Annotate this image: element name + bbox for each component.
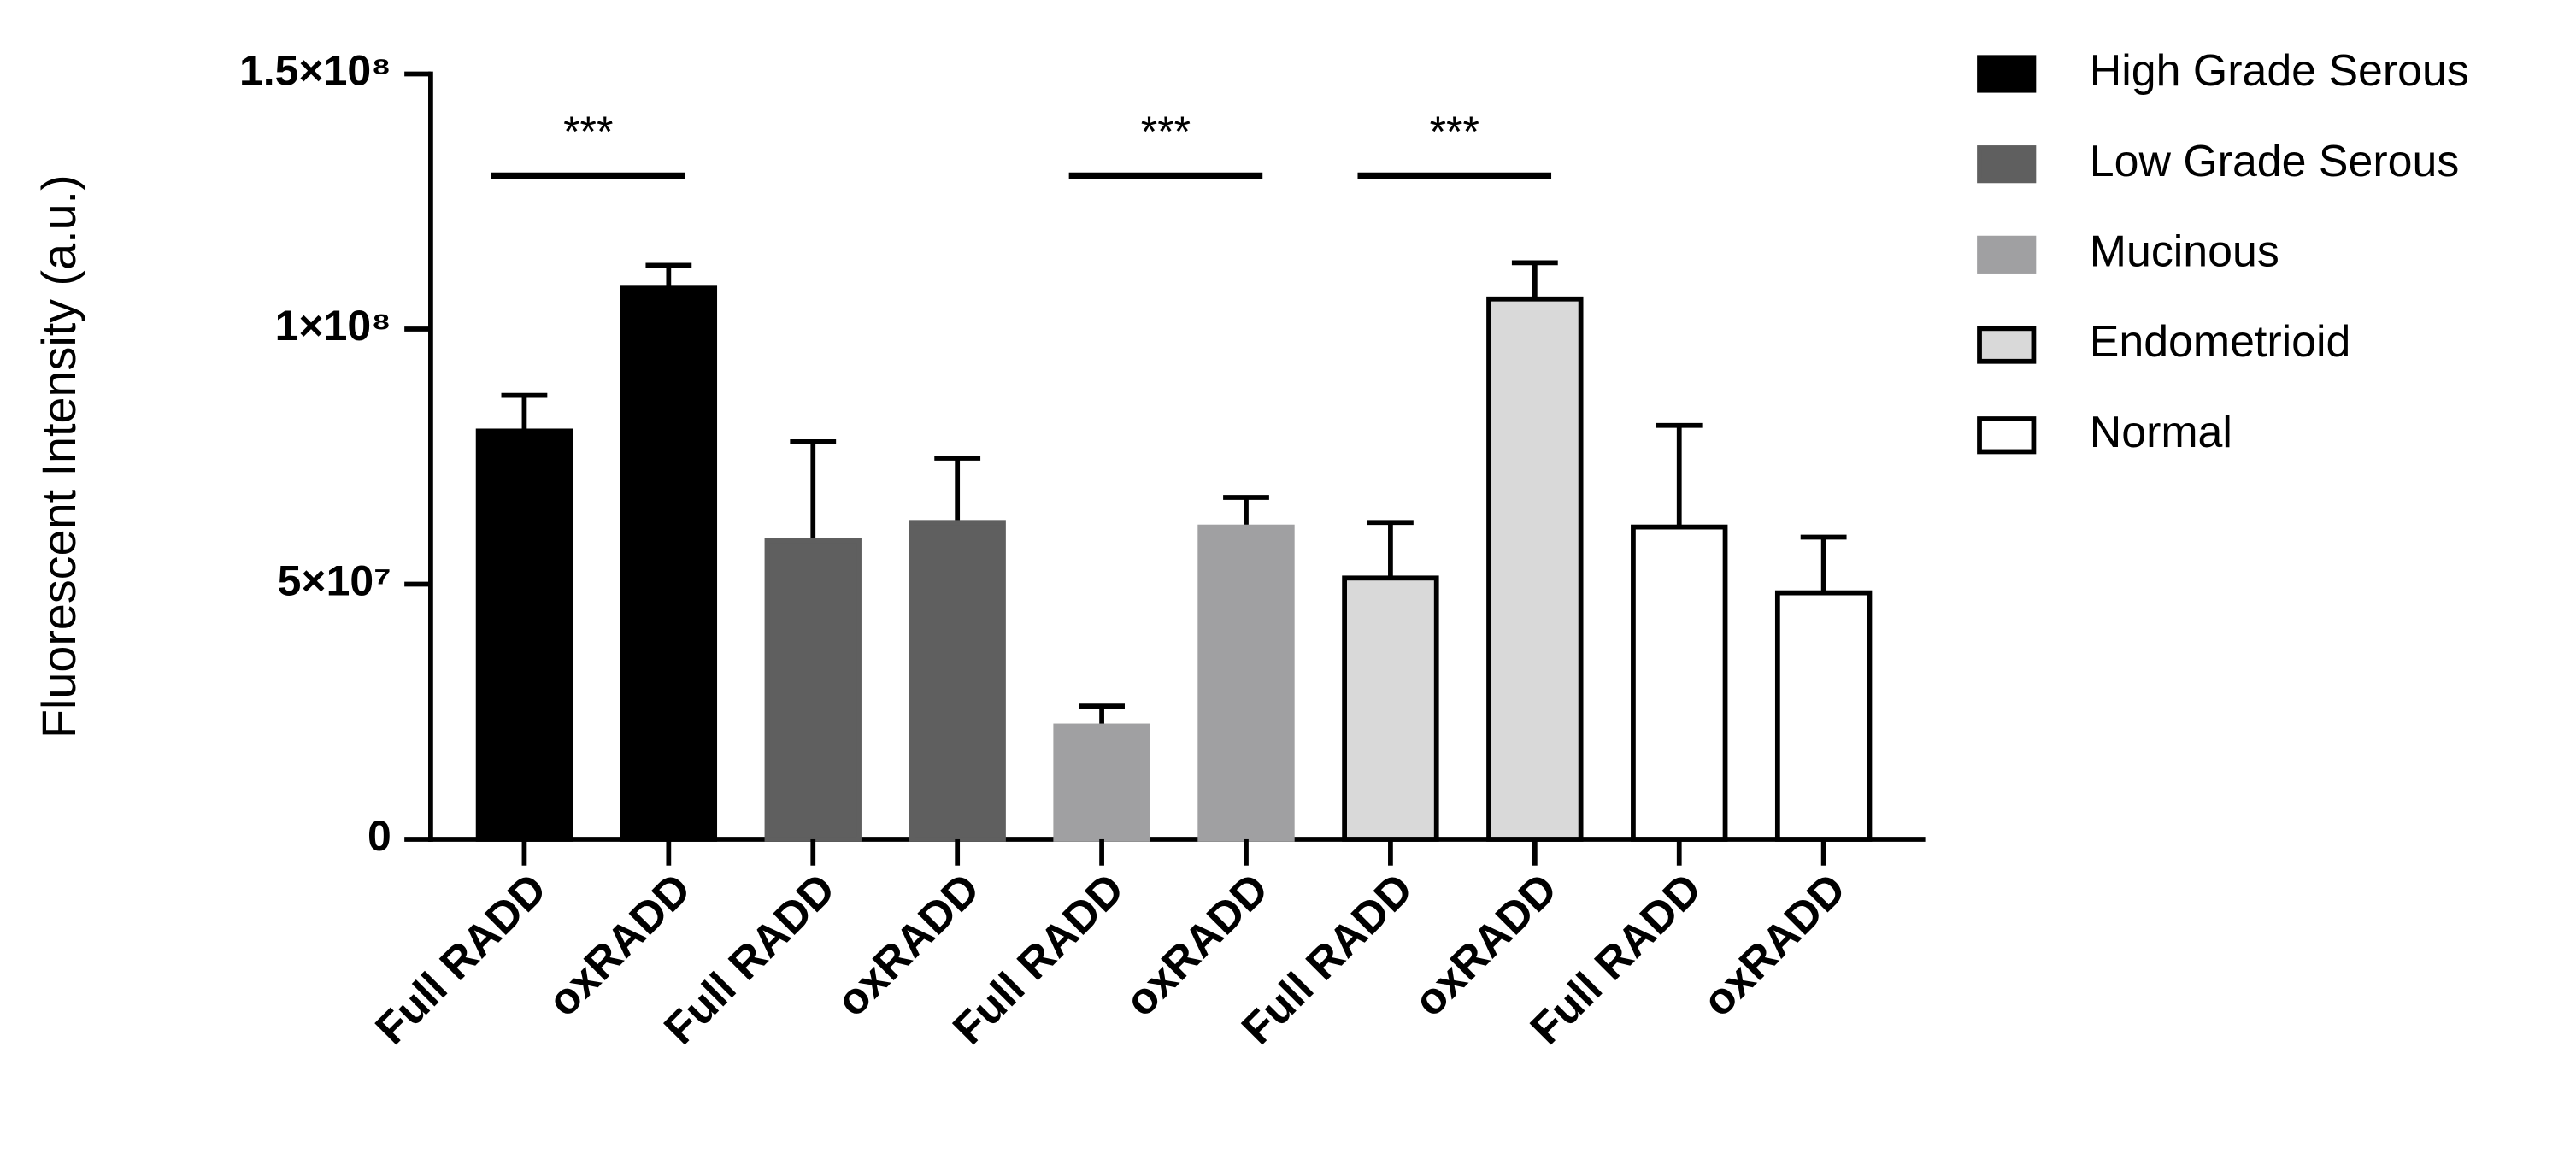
bar: [475, 428, 573, 842]
legend-label: Normal: [2090, 407, 2232, 456]
x-tick-label: Full RADD: [366, 863, 556, 1053]
bar: [620, 285, 718, 842]
significance-label: ***: [563, 108, 613, 156]
y-tick-label: 1.5×10⁸: [239, 47, 391, 95]
y-tick-label: 5×10⁷: [278, 557, 391, 605]
bar: [909, 520, 1006, 842]
bar: [1342, 575, 1439, 842]
bar: [1631, 524, 1728, 842]
legend-label: Mucinous: [2090, 226, 2279, 276]
legend-swatch: [1977, 416, 2037, 455]
legend-label: Endometrioid: [2090, 316, 2351, 366]
y-tick-label: 1×10⁸: [275, 302, 391, 350]
y-tick-label: 0: [368, 812, 391, 860]
x-tick-label: oxRADD: [1693, 863, 1856, 1026]
significance-label: ***: [1141, 108, 1191, 156]
significance-label: ***: [1430, 108, 1479, 156]
legend-swatch: [1977, 55, 2037, 93]
legend-swatch: [1977, 145, 2037, 184]
bar: [1486, 296, 1584, 842]
legend-label: Low Grade Serous: [2090, 136, 2460, 185]
bar: [1197, 524, 1295, 842]
bar: [764, 538, 862, 842]
y-axis-title: Fluorescent Intensity (a.u.): [32, 174, 85, 738]
legend-swatch: [1977, 326, 2037, 364]
bar: [1053, 723, 1150, 842]
bar: [1774, 590, 1873, 842]
legend-swatch: [1977, 235, 2037, 274]
legend-label: High Grade Serous: [2090, 45, 2469, 95]
